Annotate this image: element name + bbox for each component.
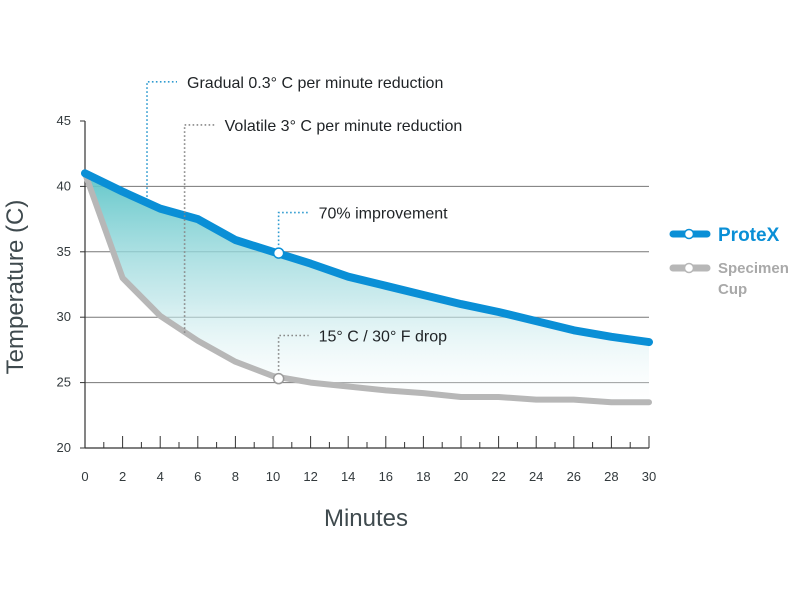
x-tick-label-14: 14 <box>341 469 355 484</box>
x-tick-label-4: 4 <box>157 469 164 484</box>
x-tick-label-6: 6 <box>194 469 201 484</box>
y-tick-label-40: 40 <box>57 178 71 193</box>
annotations: Gradual 0.3° C per minute reduction Volat… <box>146 75 463 379</box>
x-tick-label-0: 0 <box>81 469 88 484</box>
y-axis-title: Temperature (C) <box>2 200 29 375</box>
legend-label-specimen-cup-line2: Cup <box>718 281 747 298</box>
markers <box>272 247 285 385</box>
x-tick-label-16: 16 <box>379 469 393 484</box>
x-tick-label-2: 2 <box>119 469 126 484</box>
y-tick-label-20: 20 <box>57 440 71 455</box>
annotation-text-3: 70% improvement <box>319 206 449 223</box>
x-tick-label-28: 28 <box>604 469 618 484</box>
series-line-specimen-cup <box>82 170 652 406</box>
legend-item-protex: ProteX <box>669 225 780 246</box>
y-tick-label-45: 45 <box>57 113 71 128</box>
legend-marker-protex <box>683 228 695 240</box>
x-tick-label-18: 18 <box>416 469 430 484</box>
x-tick-label-30: 30 <box>642 469 656 484</box>
legend-marker-specimen-cup <box>683 262 695 274</box>
x-tick-label-12: 12 <box>303 469 317 484</box>
legend: ProteX Specimen Cup <box>669 225 789 298</box>
y-tick-label-30: 30 <box>57 309 71 324</box>
annotation-leader-3 <box>277 211 309 254</box>
x-tick-label-10: 10 <box>266 469 280 484</box>
point-marker-1 <box>272 247 285 259</box>
x-axis-title: Minutes <box>324 505 408 532</box>
x-tick-label-24: 24 <box>529 469 543 484</box>
y-tick-label-25: 25 <box>57 375 71 390</box>
improvement-area <box>85 173 649 403</box>
legend-item-specimen-cup: Specimen Cup <box>669 260 789 298</box>
y-tick-label-35: 35 <box>57 244 71 259</box>
x-tick-label-22: 22 <box>491 469 505 484</box>
annotation-leader-2 <box>183 124 215 333</box>
annotation-text-4: 15° C / 30° F drop <box>319 329 448 346</box>
x-tick-label-26: 26 <box>567 469 581 484</box>
point-marker-2 <box>272 372 285 385</box>
legend-label-specimen-cup: Specimen <box>718 260 789 277</box>
series-lines <box>81 169 653 406</box>
series-line-protex <box>81 169 653 347</box>
x-tick-label-8: 8 <box>232 469 239 484</box>
legend-label-protex: ProteX <box>718 225 780 246</box>
annotation-text-1: Gradual 0.3° C per minute reduction <box>187 75 443 92</box>
annotation-text-2: Volatile 3° C per minute reduction <box>225 118 463 135</box>
annotation-leader-1 <box>146 81 177 197</box>
x-tick-label-20: 20 <box>454 469 468 484</box>
